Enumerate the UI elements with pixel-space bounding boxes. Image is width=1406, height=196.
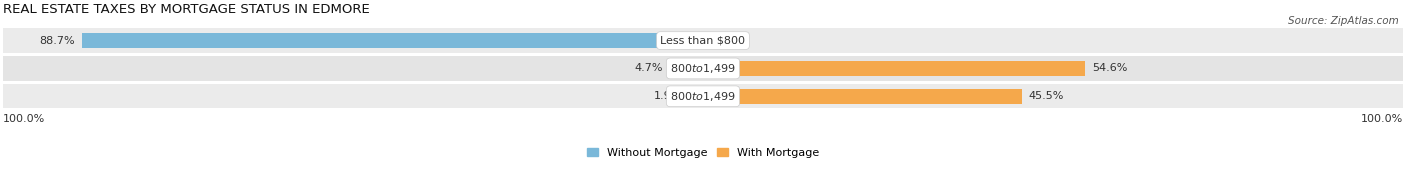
Text: $800 to $1,499: $800 to $1,499 — [671, 62, 735, 75]
Bar — [690, 89, 703, 103]
Text: Less than $800: Less than $800 — [661, 36, 745, 46]
Bar — [703, 89, 1022, 103]
Text: Source: ZipAtlas.com: Source: ZipAtlas.com — [1288, 16, 1399, 26]
Text: $800 to $1,499: $800 to $1,499 — [671, 90, 735, 103]
Bar — [3, 84, 1403, 108]
Legend: Without Mortgage, With Mortgage: Without Mortgage, With Mortgage — [582, 143, 824, 162]
Text: 88.7%: 88.7% — [39, 36, 75, 46]
Text: 45.5%: 45.5% — [1029, 91, 1064, 101]
Bar — [703, 61, 1085, 76]
Text: 0.0%: 0.0% — [710, 36, 738, 46]
Bar — [3, 56, 1403, 81]
Bar — [82, 33, 703, 48]
Text: REAL ESTATE TAXES BY MORTGAGE STATUS IN EDMORE: REAL ESTATE TAXES BY MORTGAGE STATUS IN … — [3, 3, 370, 16]
Text: 100.0%: 100.0% — [3, 113, 45, 123]
Text: 54.6%: 54.6% — [1092, 64, 1128, 74]
Text: 100.0%: 100.0% — [1361, 113, 1403, 123]
Bar — [3, 28, 1403, 53]
Text: 1.9%: 1.9% — [654, 91, 683, 101]
Bar — [671, 61, 703, 76]
Text: 4.7%: 4.7% — [634, 64, 664, 74]
